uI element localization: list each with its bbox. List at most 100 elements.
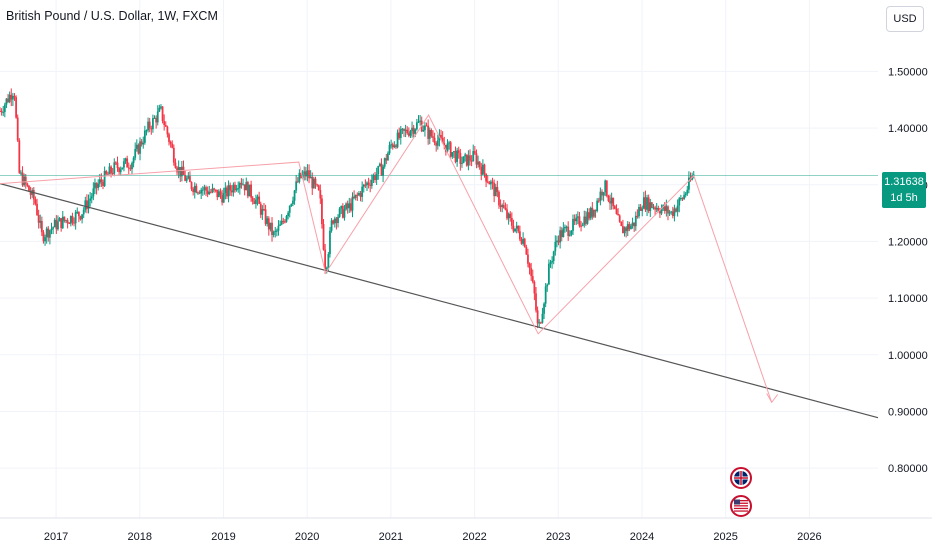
candle-body[interactable]	[52, 227, 55, 229]
candle-body[interactable]	[509, 213, 512, 218]
candle-body[interactable]	[493, 182, 496, 197]
candle-body[interactable]	[86, 200, 88, 209]
candle-body[interactable]	[470, 160, 473, 162]
candle-body[interactable]	[478, 161, 481, 167]
candle-body[interactable]	[126, 158, 129, 168]
candle-body[interactable]	[601, 191, 603, 196]
candle-body[interactable]	[636, 215, 639, 217]
candle-body[interactable]	[195, 185, 198, 193]
candle-body[interactable]	[87, 200, 90, 209]
zigzag-pattern[interactable]	[0, 114, 773, 403]
candle-body[interactable]	[556, 240, 558, 242]
candle-body[interactable]	[309, 176, 312, 179]
candle-body[interactable]	[319, 189, 322, 199]
candle-body[interactable]	[58, 218, 61, 222]
candle-body[interactable]	[409, 131, 412, 136]
candle-body[interactable]	[325, 267, 328, 270]
candle-body[interactable]	[564, 226, 566, 229]
candle-body[interactable]	[42, 232, 45, 242]
candle-body[interactable]	[34, 199, 37, 204]
candle-body[interactable]	[444, 144, 447, 152]
candle-body[interactable]	[28, 185, 30, 192]
candle-body[interactable]	[287, 212, 290, 217]
candle-body[interactable]	[148, 121, 151, 129]
candle-body[interactable]	[57, 221, 59, 230]
candle-body[interactable]	[45, 228, 48, 238]
candle-body[interactable]	[541, 313, 544, 323]
candle-body[interactable]	[341, 206, 344, 218]
candle-body[interactable]	[583, 216, 586, 225]
candle-body[interactable]	[60, 218, 63, 229]
candle-body[interactable]	[659, 211, 661, 214]
candle-body[interactable]	[451, 152, 454, 157]
candle-body[interactable]	[467, 155, 470, 166]
candle-body[interactable]	[580, 225, 582, 227]
candle-body[interactable]	[147, 121, 149, 131]
candle-body[interactable]	[269, 222, 272, 230]
candle-body[interactable]	[591, 207, 594, 217]
event-icons[interactable]	[730, 467, 752, 517]
candle-body[interactable]	[490, 181, 492, 185]
candle-body[interactable]	[485, 173, 487, 182]
candle-body[interactable]	[567, 226, 570, 236]
candle-body[interactable]	[317, 185, 320, 190]
candle-body[interactable]	[395, 145, 397, 148]
candle-body[interactable]	[26, 183, 29, 186]
candle-body[interactable]	[314, 178, 317, 185]
candle-body[interactable]	[222, 192, 225, 203]
candle-body[interactable]	[145, 130, 148, 132]
candle-body[interactable]	[343, 209, 346, 218]
candle-body[interactable]	[641, 208, 644, 211]
candle-body[interactable]	[515, 225, 518, 229]
candle-body[interactable]	[572, 218, 574, 231]
candle-body[interactable]	[398, 132, 401, 138]
candle-body[interactable]	[668, 212, 671, 214]
candle-body[interactable]	[399, 129, 402, 138]
candle-body[interactable]	[642, 197, 645, 209]
candle-body[interactable]	[349, 203, 352, 211]
candle-body[interactable]	[570, 230, 573, 235]
candle-body[interactable]	[39, 220, 42, 223]
candle-body[interactable]	[366, 182, 368, 186]
candle-body[interactable]	[335, 218, 338, 224]
candle-body[interactable]	[166, 126, 169, 135]
candle-body[interactable]	[425, 125, 428, 127]
candle-body[interactable]	[523, 238, 526, 247]
candle-body[interactable]	[549, 262, 552, 264]
candle-body[interactable]	[475, 153, 478, 165]
candle-body[interactable]	[345, 203, 347, 210]
candle-body[interactable]	[142, 142, 145, 145]
candle-body[interactable]	[177, 166, 180, 173]
candle-body[interactable]	[274, 230, 277, 232]
candle-body[interactable]	[618, 215, 621, 222]
candle-body[interactable]	[221, 195, 224, 203]
candle-body[interactable]	[193, 185, 196, 193]
candle-body[interactable]	[209, 191, 212, 193]
candle-body[interactable]	[143, 130, 146, 143]
candle-body[interactable]	[684, 193, 687, 196]
candle-body[interactable]	[50, 228, 53, 231]
candle-body[interactable]	[576, 216, 579, 218]
candle-body[interactable]	[332, 220, 335, 224]
candle-body[interactable]	[2, 111, 5, 113]
candle-body[interactable]	[338, 208, 341, 217]
candle-body[interactable]	[375, 174, 378, 180]
candle-body[interactable]	[213, 188, 215, 190]
candle-body[interactable]	[356, 194, 359, 196]
candle-body[interactable]	[401, 128, 404, 130]
candle-body[interactable]	[82, 209, 85, 215]
candle-body[interactable]	[415, 122, 418, 130]
candle-body[interactable]	[480, 166, 483, 175]
candle-body[interactable]	[633, 222, 636, 227]
candle-body[interactable]	[40, 220, 43, 233]
candle-body[interactable]	[298, 172, 301, 182]
candle-body[interactable]	[190, 182, 193, 189]
candle-body[interactable]	[68, 223, 71, 225]
candle-body[interactable]	[114, 162, 117, 164]
candle-body[interactable]	[219, 191, 222, 196]
candle-body[interactable]	[670, 211, 673, 213]
candle-body[interactable]	[459, 152, 462, 164]
candle-body[interactable]	[454, 151, 457, 162]
candle-body[interactable]	[461, 163, 463, 165]
candle-body[interactable]	[623, 227, 626, 234]
